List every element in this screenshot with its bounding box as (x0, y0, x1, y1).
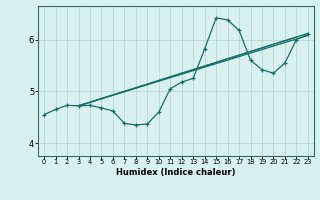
X-axis label: Humidex (Indice chaleur): Humidex (Indice chaleur) (116, 168, 236, 177)
